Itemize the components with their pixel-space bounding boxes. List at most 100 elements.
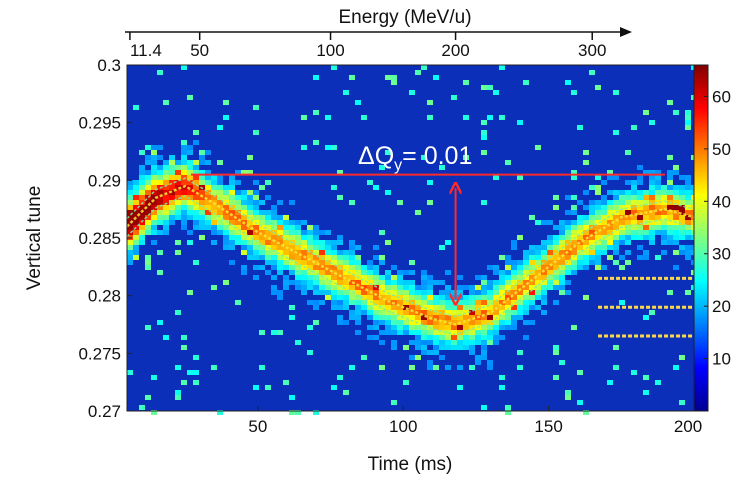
horizontal-lines xyxy=(598,276,694,338)
heatmap-cell xyxy=(385,325,391,330)
heatmap-cell xyxy=(319,300,325,305)
heatmap-cell xyxy=(451,330,457,335)
heatmap-cell xyxy=(583,245,589,250)
heatmap-cell xyxy=(595,230,601,235)
heatmap-cell xyxy=(163,225,169,230)
y-tick-label: 0.295 xyxy=(78,114,121,133)
heatmap-cell xyxy=(151,165,157,170)
heatmap-cell xyxy=(571,230,577,235)
heatmap-cell xyxy=(487,115,493,120)
heatmap-cell xyxy=(223,190,229,195)
heatmap-cell xyxy=(595,190,601,195)
heatmap-cell xyxy=(499,385,505,390)
heatmap-cell xyxy=(409,320,415,325)
heatmap-cell xyxy=(439,315,445,320)
heatmap-cell xyxy=(643,200,649,205)
heatmap-cell xyxy=(583,220,589,225)
heatmap-cell xyxy=(181,165,187,170)
heatmap-cell xyxy=(469,300,475,305)
heatmap-cell xyxy=(649,175,655,180)
heatmap-cell xyxy=(181,380,187,385)
heatmap-cell xyxy=(673,225,679,230)
heatmap-cell xyxy=(235,235,241,240)
heatmap-cell xyxy=(151,175,157,180)
heatmap-cell xyxy=(187,165,193,170)
heatmap-cell xyxy=(685,205,691,210)
heatmap-cell xyxy=(271,250,277,255)
heatmap-cell xyxy=(241,245,247,250)
heatmap-cell xyxy=(529,250,535,255)
heatmap-cell xyxy=(499,290,505,295)
heatmap-cell xyxy=(535,305,541,310)
heatmap-cell xyxy=(505,315,511,320)
heatmap-cell xyxy=(337,250,343,255)
heatmap-cell xyxy=(583,255,589,260)
heatmap-cell xyxy=(493,290,499,295)
heatmap-cell xyxy=(391,330,397,335)
heatmap-cell xyxy=(199,235,205,240)
heatmap-cell xyxy=(187,370,193,375)
heatmap-cell xyxy=(559,220,565,225)
heatmap-cell xyxy=(487,320,493,325)
heatmap-cell xyxy=(643,235,649,240)
heatmap-cell xyxy=(379,315,385,320)
heatmap-cell xyxy=(253,225,259,230)
heatmap-cell xyxy=(211,285,217,290)
heatmap-cell xyxy=(379,300,385,305)
heatmap-cell xyxy=(373,335,379,340)
heatmap-cell xyxy=(295,275,301,280)
heatmap-cell xyxy=(685,235,691,240)
heatmap-cell xyxy=(649,240,655,245)
heatmap-cell xyxy=(481,200,487,205)
heatmap-cell xyxy=(523,285,529,290)
heatmap-cell xyxy=(241,200,247,205)
heatmap-cell xyxy=(409,90,415,95)
heatmap-cell xyxy=(223,185,229,190)
heatmap-cell xyxy=(565,265,571,270)
heatmap-cell xyxy=(373,315,379,320)
heatmap-cell xyxy=(439,280,445,285)
heatmap-cell xyxy=(487,305,493,310)
heatmap-cell xyxy=(187,180,193,185)
heatmap-cell xyxy=(193,165,199,170)
heatmap-cell xyxy=(439,330,445,335)
heatmap-cell xyxy=(331,250,337,255)
heatmap-cell xyxy=(271,285,277,290)
heatmap-cell xyxy=(163,215,169,220)
heatmap-cell xyxy=(307,300,313,305)
heatmap-cell xyxy=(403,295,409,300)
heatmap-cell xyxy=(493,285,499,290)
heatmap-cell xyxy=(481,405,487,410)
heatmap-cell xyxy=(241,250,247,255)
heatmap-cell xyxy=(403,285,409,290)
heatmap-cell xyxy=(505,325,511,330)
heatmap-cell xyxy=(439,310,445,315)
heatmap-cell xyxy=(139,185,145,190)
heatmap-cell xyxy=(271,265,277,270)
heatmap-cell xyxy=(133,245,139,250)
heatmap-cell xyxy=(319,260,325,265)
heatmap-cell xyxy=(439,245,445,250)
heatmap-cell xyxy=(367,305,373,310)
heatmap-cell xyxy=(625,220,631,225)
heatmap-cell xyxy=(595,205,601,210)
heatmap-cell xyxy=(367,275,373,280)
heatmap-cell xyxy=(607,170,613,175)
heatmap-cell xyxy=(409,295,415,300)
heatmap-cell xyxy=(199,190,205,195)
heatmap-cell xyxy=(643,375,649,380)
heatmap-cell xyxy=(193,170,199,175)
heatmap-cell xyxy=(505,265,511,270)
heatmap-cell xyxy=(169,215,175,220)
heatmap-cell xyxy=(625,215,631,220)
heatmap-cell xyxy=(517,260,523,265)
heatmap-cell xyxy=(301,250,307,255)
heatmap-cell xyxy=(487,310,493,315)
heatmap-cell xyxy=(127,370,133,375)
heatmap-cell xyxy=(193,185,199,190)
heatmap-cell xyxy=(163,200,169,205)
heatmap-cell xyxy=(565,195,571,200)
heatmap-cell xyxy=(463,300,469,305)
heatmap-cell xyxy=(481,120,487,125)
